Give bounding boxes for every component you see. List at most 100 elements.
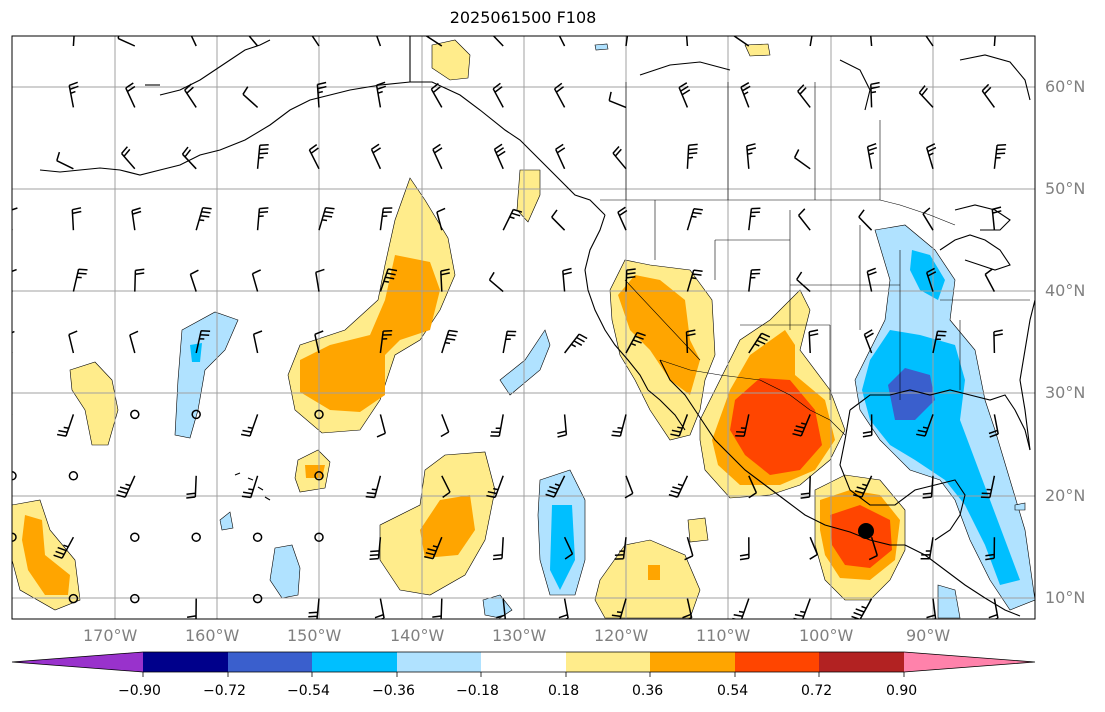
wind-barb bbox=[490, 414, 504, 437]
wind-barb bbox=[251, 269, 262, 292]
wind-barb bbox=[252, 330, 263, 354]
wind-barb bbox=[308, 143, 320, 170]
lon-tick-label: 160°W bbox=[185, 626, 240, 645]
anomaly-positive-region bbox=[420, 495, 475, 558]
wind-barb bbox=[984, 268, 996, 292]
colorbar-bin bbox=[650, 652, 735, 672]
lon-tick-label: 100°W bbox=[799, 626, 854, 645]
wind-barb bbox=[853, 475, 873, 498]
colorbar-tick-label: 0.18 bbox=[548, 683, 580, 699]
wind-barb bbox=[492, 82, 504, 108]
wind-barbs bbox=[12, 36, 1007, 619]
wind-barb bbox=[184, 83, 197, 108]
wind-barb bbox=[553, 82, 566, 108]
anomaly-negative-region bbox=[174, 311, 239, 439]
storm-center-marker bbox=[858, 523, 874, 539]
lat-tick-label: 50°N bbox=[1045, 179, 1086, 198]
wind-barb bbox=[740, 82, 751, 108]
wind-barb bbox=[376, 414, 387, 438]
wind-barb bbox=[12, 106, 13, 108]
wind-barb bbox=[980, 475, 996, 499]
wind-barb bbox=[488, 271, 504, 293]
wind-barb bbox=[797, 84, 811, 108]
anomaly-positive-region bbox=[69, 361, 119, 446]
wind-barb bbox=[53, 536, 75, 559]
wind-barb bbox=[308, 598, 320, 619]
anomaly-negative-region bbox=[219, 511, 234, 531]
wind-barb bbox=[256, 207, 269, 231]
wind-barb bbox=[12, 414, 13, 416]
colorbar-bin bbox=[397, 652, 481, 672]
wind-barb bbox=[432, 143, 443, 170]
wind-barb bbox=[988, 414, 999, 438]
colorbar-tick-label: −0.90 bbox=[118, 683, 161, 699]
wind-barb bbox=[502, 330, 517, 354]
colorbar-bin bbox=[143, 652, 228, 672]
wind-barb bbox=[502, 208, 523, 231]
wind-barb bbox=[555, 143, 566, 170]
wind-barb bbox=[375, 81, 387, 108]
wind-barb bbox=[858, 209, 873, 231]
wind-barb bbox=[925, 267, 937, 292]
wind-barb bbox=[424, 536, 443, 560]
wind-barb bbox=[181, 146, 197, 170]
wind-barb-calm bbox=[12, 532, 17, 542]
wind-barb bbox=[430, 82, 443, 108]
anomaly-positive-region bbox=[431, 39, 471, 81]
anomaly-positive-region bbox=[730, 378, 822, 475]
anomaly-negative-region bbox=[269, 544, 301, 599]
wind-barb bbox=[686, 269, 703, 292]
wind-barb bbox=[991, 206, 1002, 231]
wind-barb bbox=[492, 36, 504, 47]
colorbar-tick-label: 0.72 bbox=[801, 683, 833, 699]
wind-barb bbox=[925, 143, 937, 170]
wind-barb-calm bbox=[68, 471, 79, 481]
wind-barb bbox=[916, 414, 934, 437]
wind-barb bbox=[318, 206, 335, 231]
wind-barb bbox=[72, 268, 88, 292]
wind-barb bbox=[686, 143, 698, 169]
anomaly-negative-region bbox=[499, 329, 551, 396]
political-borders bbox=[409, 36, 1030, 436]
colorbar-tick-label: 0.90 bbox=[886, 683, 918, 699]
wind-barb bbox=[116, 475, 136, 498]
wind-barb bbox=[12, 167, 13, 169]
wind-barb-calm bbox=[191, 409, 201, 420]
wind-barb bbox=[195, 206, 212, 231]
colorbar-tick-label: 0.54 bbox=[717, 683, 749, 699]
wind-barb bbox=[993, 144, 1007, 169]
map-frame bbox=[11, 35, 1036, 620]
lat-tick-label: 20°N bbox=[1045, 486, 1086, 505]
wind-barb-calm bbox=[252, 593, 263, 604]
anomaly-positive-region bbox=[300, 255, 440, 412]
wind-barb bbox=[379, 207, 393, 231]
wind-barb bbox=[545, 475, 566, 498]
wind-barb bbox=[12, 207, 18, 231]
wind-barb bbox=[486, 475, 504, 499]
wind-barb bbox=[735, 414, 750, 437]
wind-barb bbox=[315, 268, 325, 292]
wind-barb bbox=[739, 537, 750, 561]
wind-barb bbox=[866, 267, 877, 292]
wind-barb bbox=[186, 598, 197, 619]
wind-barb bbox=[195, 329, 211, 354]
colorbar-tick-label: −0.72 bbox=[203, 683, 246, 699]
wind-barb bbox=[432, 598, 443, 619]
wind-barb bbox=[732, 598, 750, 619]
colorbar-bin bbox=[312, 652, 397, 672]
wind-barb bbox=[189, 269, 199, 292]
colorbar-bin bbox=[735, 652, 819, 672]
lon-tick-label: 120°W bbox=[594, 626, 649, 645]
lon-tick-label: 140°W bbox=[390, 626, 445, 645]
colorbar-bin bbox=[566, 652, 650, 672]
wind-barb bbox=[12, 45, 13, 46]
wind-barb bbox=[617, 206, 628, 231]
map-area bbox=[12, 36, 1035, 619]
colorbar-bin bbox=[228, 652, 312, 672]
wind-barb bbox=[625, 268, 636, 292]
wind-barb bbox=[365, 475, 382, 499]
wind-barb bbox=[441, 475, 451, 499]
wind-barb bbox=[798, 208, 811, 231]
wind-barb bbox=[926, 598, 937, 619]
anomaly-positive-region bbox=[687, 517, 709, 543]
